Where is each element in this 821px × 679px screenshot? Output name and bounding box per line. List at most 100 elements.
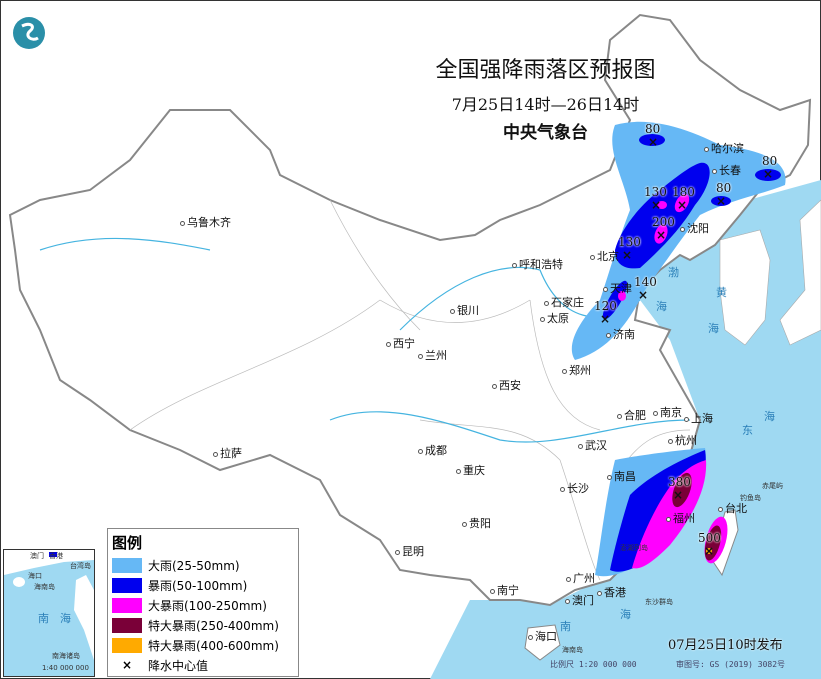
rain-center-cross-icon: × — [704, 544, 715, 558]
city-label: 石家庄 — [544, 296, 584, 309]
inset-sea-label: 南 — [38, 612, 49, 625]
legend-item: 大暴雨(100-250mm) — [112, 595, 298, 615]
city-label: 澳门 — [565, 594, 594, 607]
legend-label: 特大暴雨(400-600mm) — [148, 638, 279, 653]
rain-center-value: 80 — [762, 154, 778, 168]
publish-time: 07月25日10时发布 — [668, 638, 783, 653]
city-label: 天津 — [603, 282, 632, 295]
rain-center-value: 380 — [668, 475, 691, 489]
rainstorm-area-liaoning — [615, 162, 710, 269]
rain-center-cross-icon: × — [763, 167, 774, 181]
heavy-rainstorm-200 — [654, 224, 668, 244]
city-label: 南昌 — [607, 470, 636, 483]
sea-label: 黄 — [716, 286, 727, 299]
rain-center-value: 130 — [618, 235, 641, 249]
rain-center-cross-icon: × — [656, 228, 667, 242]
city-label: 郑州 — [562, 364, 591, 377]
city-label: 重庆 — [456, 464, 485, 477]
city-label: 贵阳 — [462, 517, 491, 530]
inset-scale: 1:40 000 000 — [42, 664, 89, 672]
severe-rainstorm-400-taiwan — [706, 548, 712, 554]
legend: 图例 大雨(25-50mm) 暴雨(50-100mm) 大暴雨(100-250m… — [107, 528, 299, 677]
legend-item: 大雨(25-50mm) — [112, 555, 298, 575]
city-label: 长沙 — [560, 482, 589, 495]
severe-rainstorm-fujian — [672, 472, 692, 508]
inset-label: 台湾岛 — [70, 562, 91, 570]
rain-center-value: 140 — [634, 275, 657, 289]
sea-label: 渤 — [668, 266, 679, 279]
legend-label: 大暴雨(100-250mm) — [148, 598, 267, 613]
legend-swatch — [112, 637, 142, 653]
city-label: 台北 — [718, 502, 747, 515]
japan-land — [779, 199, 821, 346]
island-label: 钓鱼岛 — [740, 494, 761, 502]
island-label: 东沙群岛 — [645, 598, 673, 606]
map-title: 全国强降雨落区预报图 — [435, 58, 656, 83]
rain-center-cross-icon: × — [651, 198, 662, 212]
approval-number: 审图号: GS (2019) 3082号 — [676, 660, 786, 669]
rain-center-value: 80 — [645, 122, 661, 136]
cma-logo — [13, 17, 45, 49]
city-label: 兰州 — [418, 349, 447, 362]
time-range: 7月25日14时—26日14时 — [451, 95, 640, 114]
city-label: 合肥 — [617, 409, 646, 422]
heavy-rain-area-northeast — [571, 121, 786, 360]
city-label: 成都 — [418, 444, 447, 457]
sea-label: 海 — [656, 300, 667, 313]
inset-label: 南海诸岛 — [52, 652, 80, 660]
rain-center-cross-icon: × — [622, 248, 633, 262]
rain-center-cross-icon: × — [600, 312, 611, 326]
china-land — [8, 13, 812, 607]
rainstorm-area-hlj — [755, 169, 781, 181]
city-label: 长春 — [712, 164, 741, 177]
legend-swatch — [112, 577, 142, 593]
city-label: 海口 — [528, 630, 557, 643]
legend-label: 特大暴雨(250-400mm) — [148, 618, 279, 633]
city-label: 昆明 — [395, 545, 424, 558]
legend-item: 特大暴雨(400-600mm) — [112, 635, 298, 655]
city-label: 西宁 — [386, 337, 415, 350]
map-scale: 比例尺 1:20 000 000 — [550, 660, 637, 669]
city-label: 拉萨 — [213, 447, 242, 460]
legend-title: 图例 — [112, 534, 143, 552]
city-label: 西安 — [492, 379, 521, 392]
city-label: 呼和浩特 — [512, 258, 563, 271]
heavy-rainstorm-180 — [674, 193, 690, 213]
inset-label: 海口 — [28, 572, 42, 580]
provincial-borders — [129, 199, 691, 581]
island-label: 海南岛 — [562, 646, 583, 654]
rain-center-cross-icon: × — [716, 194, 727, 208]
rain-center-cross-icon: × — [673, 488, 684, 502]
rain-center-value: 500 — [698, 531, 721, 545]
city-label: 济南 — [606, 328, 635, 341]
city-label: 广州 — [566, 572, 595, 585]
rainstorm-area-nm — [639, 134, 665, 146]
island-label: 赤尾屿 — [762, 482, 783, 490]
sea-label: 海 — [708, 322, 719, 335]
legend-item: 特大暴雨(250-400mm) — [112, 615, 298, 635]
inset-label: 海南岛 — [34, 583, 55, 591]
issuer: 中央气象台 — [503, 123, 588, 143]
city-label: 上海 — [684, 412, 713, 425]
rain-center-cross-icon: × — [648, 135, 659, 149]
city-label: 杭州 — [668, 434, 697, 447]
inset-label: 香港 — [49, 552, 63, 560]
city-label: 南宁 — [490, 584, 519, 597]
legend-label: 大雨(25-50mm) — [148, 558, 240, 573]
city-label: 银川 — [450, 304, 479, 317]
city-label: 乌鲁木齐 — [180, 216, 231, 229]
inset-sea-label: 海 — [60, 612, 71, 625]
legend-item: × 降水中心值 — [112, 655, 298, 675]
rain-center-cross-icon: × — [677, 198, 688, 212]
rainstorm-area-jilin — [711, 196, 731, 206]
sea-label: 海 — [764, 410, 775, 423]
city-label: 香港 — [597, 586, 626, 599]
inset-label: 澳门 — [30, 552, 44, 560]
inset-map — [4, 550, 94, 660]
legend-swatch — [112, 617, 142, 633]
city-label: 太原 — [540, 312, 569, 325]
legend-label: 降水中心值 — [148, 658, 209, 673]
heavy-rainstorm-130 — [657, 201, 667, 209]
rain-center-value: 200 — [652, 215, 675, 229]
legend-label: 暴雨(50-100mm) — [148, 578, 248, 593]
